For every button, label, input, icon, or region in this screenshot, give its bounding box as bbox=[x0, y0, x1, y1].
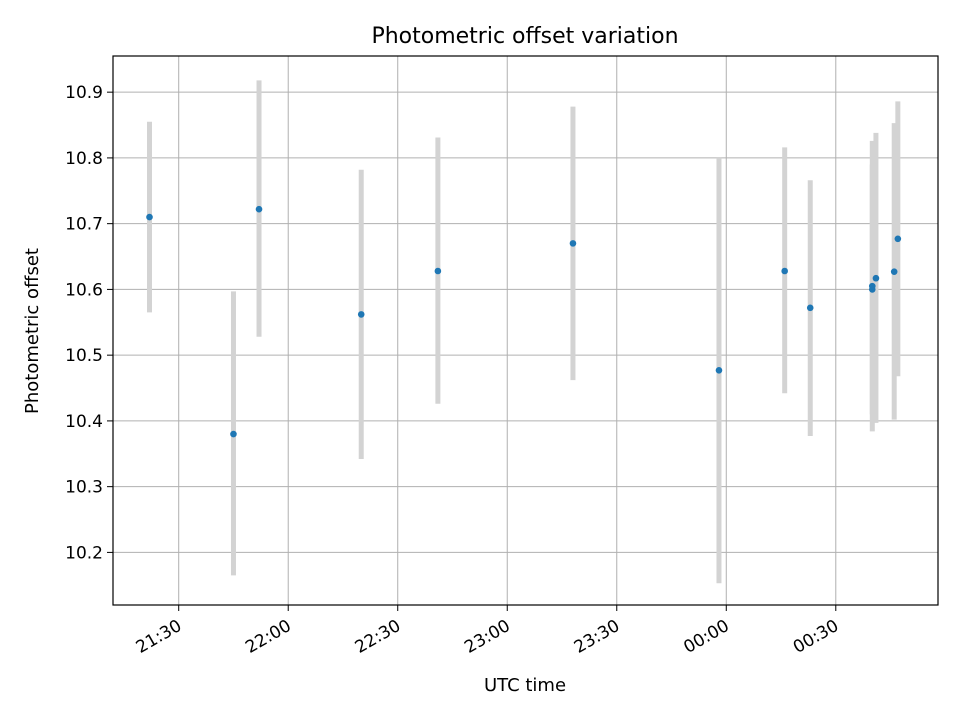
data-point bbox=[146, 213, 153, 221]
data-point bbox=[230, 430, 237, 438]
y-axis-label: Photometric offset bbox=[22, 248, 43, 414]
data-point bbox=[434, 267, 442, 275]
data-point bbox=[715, 366, 723, 374]
y-tick-label: 10.4 bbox=[65, 412, 103, 432]
y-tick-label: 10.3 bbox=[65, 478, 103, 498]
y-tick-label: 10.7 bbox=[65, 215, 103, 235]
data-point bbox=[569, 240, 577, 247]
data-point bbox=[872, 274, 880, 282]
plot-frame bbox=[112, 55, 939, 606]
y-tick-label: 10.2 bbox=[65, 543, 103, 563]
y-ticks: 10.2 10.3 10.4 10.5 10.6 10.7 10.8 10.9 bbox=[65, 83, 113, 563]
data-points bbox=[146, 205, 902, 438]
data-point bbox=[890, 268, 898, 275]
data-point bbox=[255, 205, 263, 213]
data-point bbox=[781, 267, 788, 275]
y-tick-label: 10.8 bbox=[65, 149, 103, 169]
grid bbox=[113, 56, 938, 605]
data-point bbox=[806, 304, 814, 312]
chart-title: Photometric offset variation bbox=[371, 24, 678, 49]
y-tick-label: 10.6 bbox=[65, 280, 103, 300]
y-tick-label: 10.5 bbox=[65, 346, 103, 366]
x-axis-label: UTC time bbox=[484, 675, 566, 696]
data-point bbox=[894, 235, 902, 243]
data-point bbox=[357, 311, 365, 318]
y-tick-label: 10.9 bbox=[65, 83, 103, 103]
data-point bbox=[868, 282, 876, 290]
